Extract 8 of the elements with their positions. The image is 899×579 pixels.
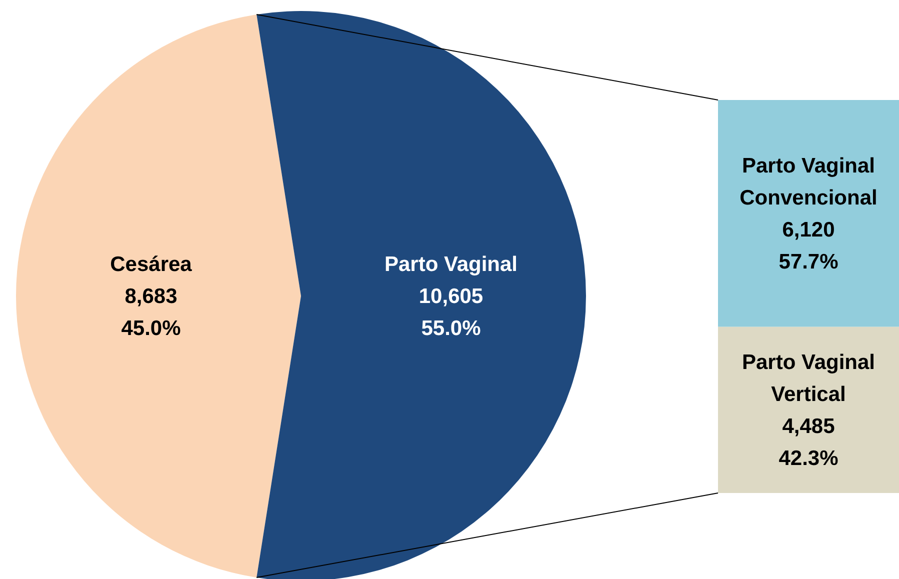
series-label: Parto Vaginal Vertical	[742, 350, 876, 406]
slice-label: Cesárea	[110, 252, 192, 276]
series-label: Parto Vaginal Convencional	[740, 154, 878, 209]
data-label: 6,120 57.7%	[778, 218, 839, 273]
data-label: 8,683 45.0%	[121, 284, 182, 340]
data-label: 4,485 42.3%	[778, 414, 839, 470]
data-label: 10,605 55.0%	[418, 284, 484, 340]
slice-label: Parto Vaginal	[384, 252, 518, 276]
